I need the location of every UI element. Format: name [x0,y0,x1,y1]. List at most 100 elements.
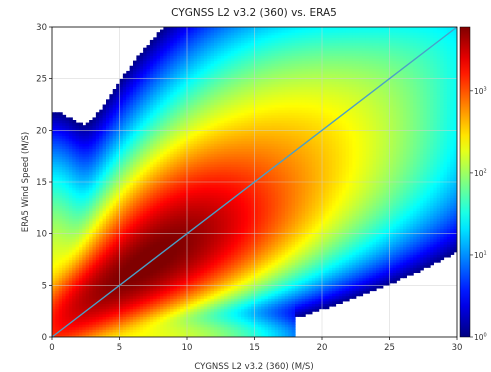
density-cell [126,104,131,108]
density-cell [136,202,141,206]
density-cell [133,231,137,235]
density-cell [55,318,60,323]
density-cell [95,321,100,325]
density-cell [160,174,164,178]
density-cell [79,308,83,312]
density-cell [166,251,171,255]
density-cell [160,182,164,186]
density-cell [170,282,175,286]
density-cell [58,156,63,160]
density-cell [95,130,100,134]
density-cell [99,117,104,121]
density-cell [143,267,148,271]
density-cell [173,316,178,320]
density-cell [82,143,87,147]
density-cell [122,151,127,155]
density-cell [126,316,131,320]
density-cell [65,236,70,240]
density-cell [139,158,144,162]
density-cell [55,285,60,289]
density-cell [136,259,141,263]
density-cell [160,112,164,116]
density-cell [106,202,110,206]
density-cell [146,101,151,106]
density-cell [156,130,161,134]
density-cell [160,70,164,75]
density-cell [133,145,137,150]
density-cell [85,331,90,336]
density-cell [92,228,97,232]
density-cell [109,313,114,317]
density-cell [106,117,110,121]
density-cell [160,37,164,41]
density-cell [143,47,148,51]
density-cell [72,130,77,134]
density-cell [85,244,90,248]
density-cell [95,120,100,124]
density-cell [126,213,131,217]
density-cell [119,145,124,150]
density-cell [92,236,97,240]
density-cell [149,275,154,279]
density-cell [156,280,161,284]
density-cell [58,280,63,284]
density-cell [99,179,104,183]
density-cell [89,262,94,266]
density-cell [95,171,100,175]
density-cell [156,114,161,119]
density-cell [58,287,63,292]
density-cell [173,135,178,139]
density-cell [68,262,73,266]
density-cell [139,145,144,150]
density-cell [153,169,158,173]
density-cell [106,311,110,315]
density-cell [166,78,171,82]
density-cell [156,275,161,279]
density-cell [133,254,137,258]
density-cell [163,251,168,255]
density-cell [89,148,94,152]
density-cell [160,192,164,196]
density-cell [89,169,94,173]
density-cell [122,298,127,302]
density-cell [160,151,164,155]
density-cell [129,169,134,173]
density-cell [133,166,137,170]
density-cell [122,324,127,328]
density-cell [170,135,175,139]
density-cell [136,300,141,305]
density-cell [139,153,144,157]
density-cell [65,334,70,337]
density-cell [65,153,70,157]
density-cell [133,285,137,289]
density-cell [163,117,168,121]
density-cell [106,231,110,235]
density-cell [143,241,148,245]
density-cell [95,192,100,196]
density-cell [126,120,131,124]
density-cell [143,218,148,222]
density-cell [89,334,94,337]
density-cell [170,192,175,196]
density-cell [52,138,56,142]
density-cell [85,298,90,302]
density-cell [55,215,60,219]
density-cell [136,55,141,59]
density-cell [85,285,90,289]
density-cell [79,176,83,181]
density-cell [52,161,56,165]
density-cell [139,122,144,126]
density-cell [122,238,127,243]
density-cell [122,295,127,299]
density-cell [92,135,97,139]
density-cell [163,81,168,85]
density-cell [82,153,87,157]
density-cell [173,151,178,155]
density-cell [62,241,67,245]
density-cell [112,244,117,248]
density-cell [68,287,73,292]
density-cell [146,197,151,201]
density-cell [156,127,161,131]
density-cell [143,166,148,170]
density-cell [166,153,171,157]
